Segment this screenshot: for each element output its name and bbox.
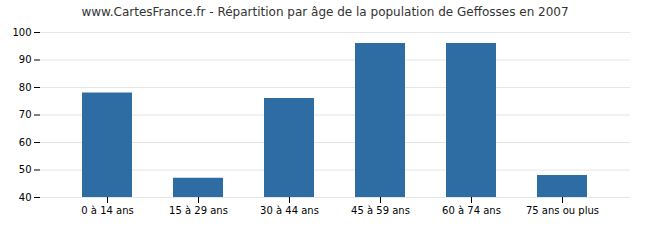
svg-text:40: 40	[19, 192, 32, 203]
svg-text:90: 90	[19, 54, 32, 65]
svg-text:60: 60	[19, 137, 32, 148]
svg-text:45 à 59 ans: 45 à 59 ans	[351, 205, 410, 216]
svg-text:60 à 74 ans: 60 à 74 ans	[442, 205, 501, 216]
svg-text:30 à 44 ans: 30 à 44 ans	[260, 205, 319, 216]
svg-text:75 ans ou plus: 75 ans ou plus	[526, 205, 599, 216]
svg-text:100: 100	[12, 27, 31, 38]
svg-text:80: 80	[19, 82, 32, 93]
svg-text:0 à 14 ans: 0 à 14 ans	[81, 205, 133, 216]
svg-text:15 à 29 ans: 15 à 29 ans	[169, 205, 228, 216]
html-text:www.CartesFrance.fr - Répartit: www.CartesFrance.fr - Répartition par âg…	[81, 5, 569, 19]
svg-text:70: 70	[19, 109, 32, 120]
svg-text:50: 50	[19, 164, 32, 175]
